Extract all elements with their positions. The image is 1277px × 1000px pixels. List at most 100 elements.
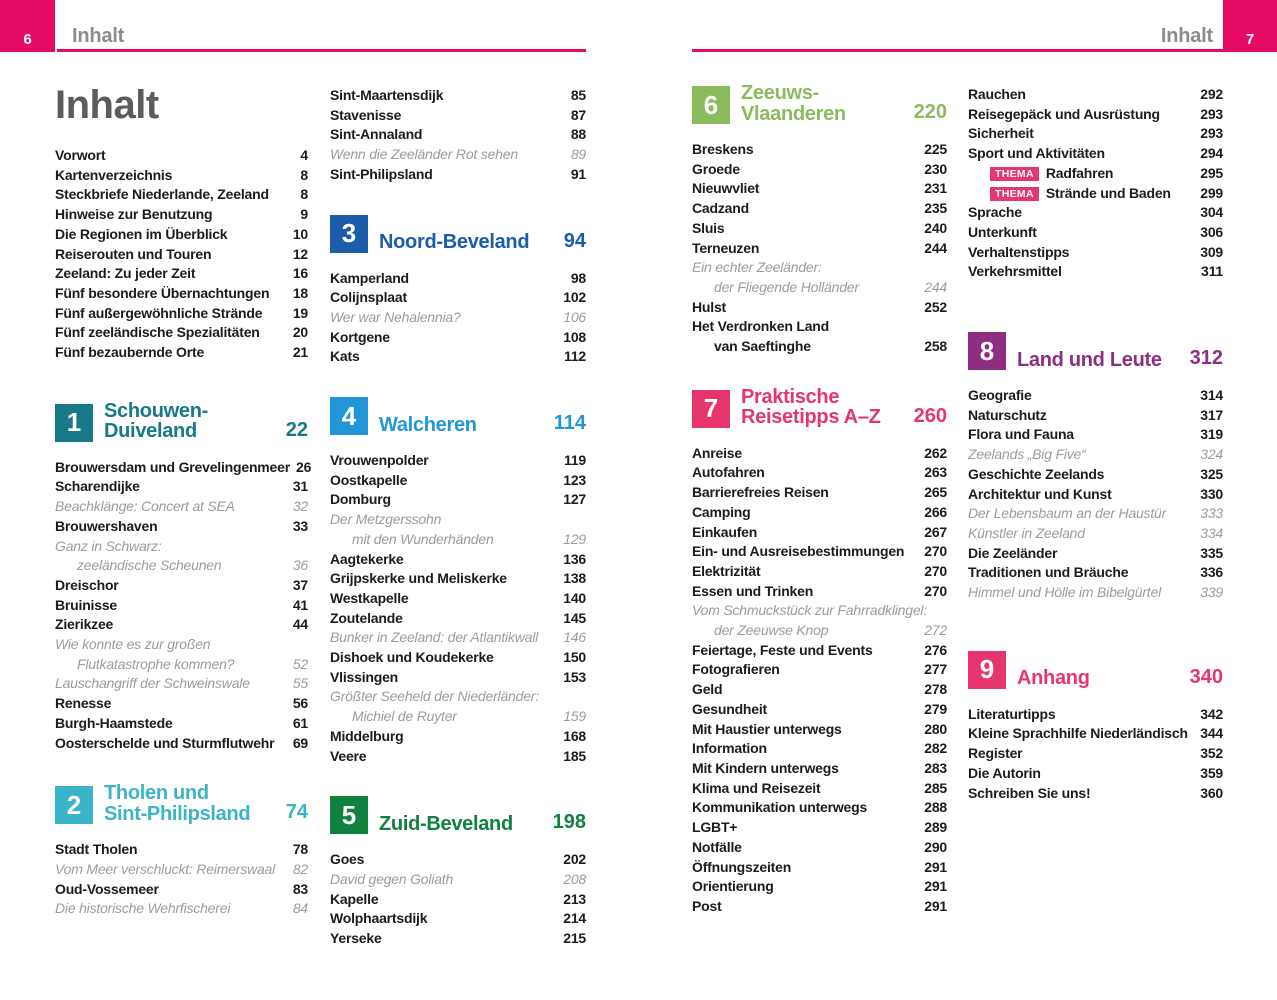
toc-row-page: 26 <box>295 458 312 475</box>
toc-row-page: 9 <box>300 206 308 223</box>
toc-row-page: 108 <box>563 328 586 345</box>
toc-row-label: Middelburg <box>330 727 404 747</box>
toc-row-text: Architektur und Kunst <box>968 485 1112 502</box>
toc-row-label: Kapelle <box>330 890 379 910</box>
toc-row-text: Cadzand <box>692 200 749 217</box>
toc-row-text: Wie konnte es zur großen <box>55 636 211 653</box>
toc-row: Wie konnte es zur großen <box>55 635 308 655</box>
toc-row-text: Verkehrsmittel <box>968 263 1062 280</box>
toc-row: Sluis 240 <box>692 219 947 239</box>
toc-row-page: 8 <box>300 166 308 183</box>
toc-row-label: Zierikzee <box>55 615 113 635</box>
toc-row-label: Burgh-Haamstede <box>55 714 173 734</box>
section-page-number: 260 <box>913 404 947 427</box>
toc-row-label: THEMA Radfahren <box>990 164 1113 184</box>
toc-row-page: 293 <box>1200 125 1223 142</box>
toc-row-page: 293 <box>1200 105 1223 122</box>
toc-row: Cadzand 235 <box>692 199 947 219</box>
toc-row: Dreischor 37 <box>55 576 308 596</box>
toc-row: Orientierung 291 <box>692 877 947 897</box>
toc-row-text: der Zeeuwse Knop <box>714 622 829 639</box>
toc-row-page: 102 <box>563 289 586 306</box>
toc-row: Information 282 <box>692 739 947 759</box>
toc-row-label: Michiel de Ruyter <box>352 707 457 727</box>
toc-row-text: Information <box>692 740 767 757</box>
section-page-number: 74 <box>285 801 308 824</box>
toc-row-label: Unterkunft <box>968 223 1037 243</box>
toc-row-text: Vlissingen <box>330 668 399 685</box>
toc-row-label: Colijnsplaat <box>330 288 407 308</box>
toc-row: David gegen Goliath 208 <box>330 870 586 890</box>
toc-row-page: 336 <box>1200 564 1223 581</box>
toc-row-label: Fotografieren <box>692 660 780 680</box>
toc-row-page: 78 <box>292 841 308 858</box>
toc-row: Reisegepäck und Ausrüstung 293 <box>968 105 1223 125</box>
toc-row-label: Zoutelande <box>330 609 403 629</box>
toc-row-label: Einkaufen <box>692 523 757 543</box>
toc-row-label: Die Autorin <box>968 764 1041 784</box>
section-title: Zuid-Beveland <box>379 814 513 835</box>
toc-row: Camping 266 <box>692 503 947 523</box>
toc-row-label: Sprache <box>968 203 1022 223</box>
section-title-line: Zuid-Beveland <box>379 812 513 835</box>
toc-row-page: 61 <box>292 714 308 731</box>
toc-row-text: Wer war Nehalennia? <box>330 308 461 325</box>
section-title-line: Walcheren <box>379 413 477 436</box>
toc-row-label: Notfälle <box>692 838 742 858</box>
toc-row-text: Ganz in Schwarz: <box>55 537 162 554</box>
section-number-box: 8 <box>968 332 1006 371</box>
toc-row: Schreiben Sie uns! 360 <box>968 784 1223 804</box>
toc-row-label: Groede <box>692 160 740 180</box>
toc-row-page: 12 <box>292 245 308 262</box>
toc-row-text: Bruinisse <box>55 596 117 613</box>
toc-row: Wer war Nehalennia? 106 <box>330 308 586 328</box>
toc-row-text: Zierikzee <box>55 616 114 633</box>
section-number-box: 9 <box>968 650 1006 689</box>
toc-row: Colijnsplaat 102 <box>330 288 586 308</box>
toc-row-text: Die Zeeländer <box>968 544 1058 561</box>
toc-row-page: 10 <box>292 225 308 242</box>
section-page-number: 198 <box>552 811 586 834</box>
toc-row: Aagtekerke 136 <box>330 550 586 570</box>
section-header: 8 Land und Leute 312 <box>968 332 1223 371</box>
toc-row-page: 153 <box>563 668 586 685</box>
toc-row-text: Der Metzgerssohn <box>330 511 442 528</box>
toc-row-label: Sint-Philipsland <box>330 165 433 185</box>
toc-row-label: Oud-Vossemeer <box>55 880 159 900</box>
toc-row-label: Die Regionen im Überblick <box>55 225 228 245</box>
toc-row-page: 325 <box>1200 465 1223 482</box>
toc-row-label: Sint-Maartensdijk <box>330 86 443 106</box>
toc-row: Notfälle 290 <box>692 838 947 858</box>
toc-row: Mit Haustier unterwegs 280 <box>692 720 947 740</box>
section-header: 6 Zeeuws- Vlaanderen 220 <box>692 83 947 124</box>
toc-row-text: Himmel und Hölle im Bibelgürtel <box>968 584 1161 601</box>
toc-row: Anreise 262 <box>692 444 947 464</box>
toc-row-text: Stadt Tholen <box>55 841 138 858</box>
toc-row-page: 330 <box>1200 485 1223 502</box>
toc-row-label: Information <box>692 739 767 759</box>
toc-row-label: Wolphaartsdijk <box>330 909 427 929</box>
toc-row-text: Die Autorin <box>968 764 1041 781</box>
toc-row-page: 140 <box>563 589 586 606</box>
toc-row-page: 145 <box>563 609 586 626</box>
toc-row-text: Flutkatastrophe kommen? <box>77 655 235 672</box>
toc-row-label: Bunker in Zeeland: der Atlantikwall <box>330 628 538 648</box>
section-title-line: Anhang <box>1017 667 1090 690</box>
toc-row-text: Traditionen und Bräuche <box>968 564 1129 581</box>
toc-row-text: Flora und Fauna <box>968 426 1074 443</box>
toc-row-page: 276 <box>924 641 947 658</box>
toc-row-page: 150 <box>563 649 586 666</box>
toc-row-label: Grijpskerke und Meliskerke <box>330 569 507 589</box>
toc-row-text: Het Verdronken Land <box>692 318 830 335</box>
toc-row-text: Grijpskerke und Meliskerke <box>330 570 507 587</box>
toc-row-label: mit den Wunderhänden <box>352 530 494 550</box>
toc-row-page: 282 <box>924 740 947 757</box>
toc-row-text: Brouwersdam und Grevelingenmeer <box>55 458 290 475</box>
section-number-box: 3 <box>330 214 368 253</box>
toc-row-label: Ein echter Zeeländer: <box>692 258 822 278</box>
section-title: Praktische Reisetipps A–Z <box>741 386 881 428</box>
toc-row: Der Lebensbaum an der Haustür 333 <box>968 504 1223 524</box>
toc-row-label: Vom Schmuckstück zur Fahrradklingel: <box>692 601 927 621</box>
toc-row-page: 230 <box>924 160 947 177</box>
toc-row: Fünf besondere Übernachtungen 18 <box>55 284 308 304</box>
